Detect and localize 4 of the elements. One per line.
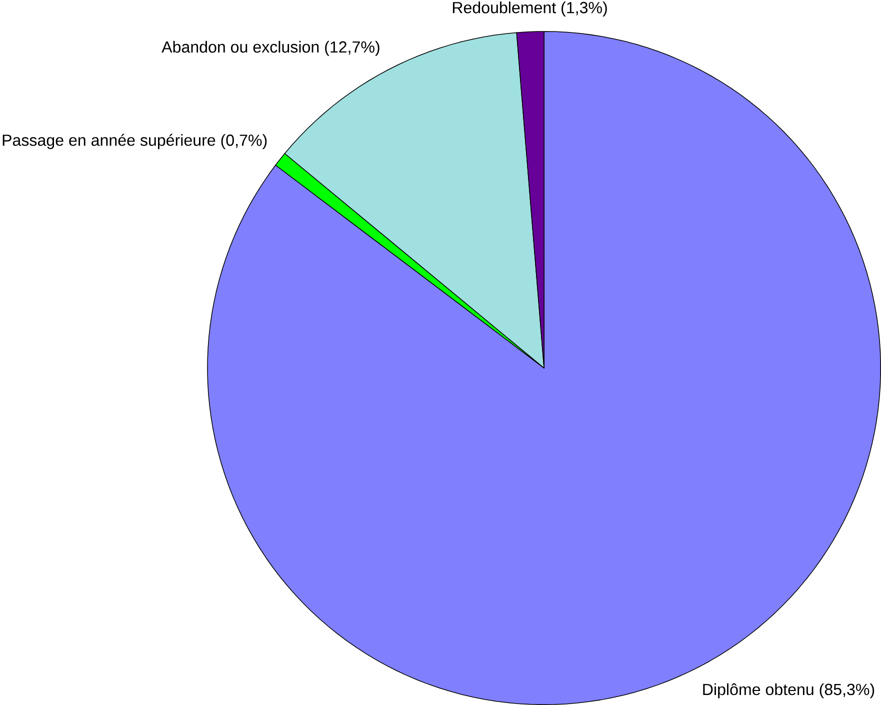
slice-label: Diplôme obtenu (85,3%) bbox=[703, 683, 874, 698]
slice-label: Passage en année supérieure (0,7%) bbox=[2, 134, 267, 150]
slice-label: Redoublement (1,3%) bbox=[452, 1, 607, 16]
slice-label: Abandon ou exclusion (12,7%) bbox=[162, 40, 380, 56]
